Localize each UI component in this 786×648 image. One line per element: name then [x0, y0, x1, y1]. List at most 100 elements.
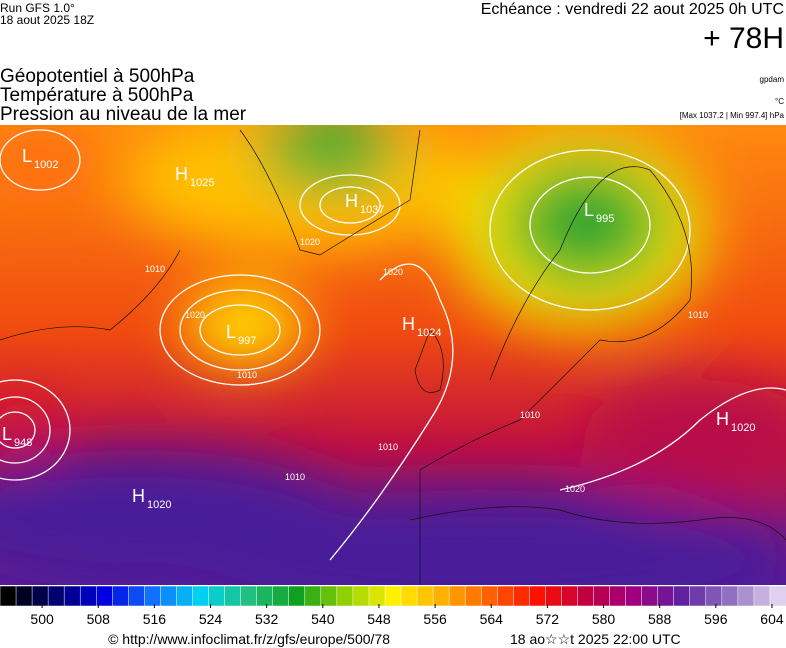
center-kind: H	[402, 314, 415, 334]
colorbar-label: 564	[480, 611, 504, 627]
colorbar-swatch	[432, 585, 450, 607]
colorbar-label: 548	[367, 611, 391, 627]
center-value: 1025	[190, 177, 214, 189]
colorbar-swatch	[256, 585, 274, 607]
field-title: Pression au niveau de la mer	[0, 104, 247, 125]
colorbar-swatch	[673, 585, 691, 607]
colorbar-swatch	[240, 585, 258, 607]
center-value: 1020	[147, 499, 171, 511]
isobar-label: 1020	[185, 310, 205, 320]
colorbar-swatch	[753, 585, 771, 607]
center-value: 948	[14, 437, 32, 449]
colorbar-swatch	[416, 585, 434, 607]
colorbar-swatch	[128, 585, 146, 607]
isobars	[0, 129, 786, 561]
isobar-label: 1010	[237, 370, 257, 380]
colorbar-swatch	[144, 585, 162, 607]
field-title: Géopotentiel à 500hPa	[0, 66, 195, 87]
colorbar-swatch	[0, 585, 17, 607]
center-value: 1024	[417, 327, 441, 339]
colorbar-swatch	[529, 585, 547, 607]
center-kind: L	[22, 146, 32, 166]
colorbar-swatch	[769, 585, 786, 607]
colorbar-label: 604	[760, 611, 784, 627]
colorbar-swatch	[352, 585, 370, 607]
colorbar-label: 572	[536, 611, 560, 627]
colorbar-swatch	[689, 585, 707, 607]
isobar-label: 1010	[520, 410, 540, 420]
colorbar-swatch	[192, 585, 210, 607]
colorbar-swatch	[15, 585, 33, 607]
run: Run GFS 1.0°	[0, 1, 75, 15]
colorbar-swatch	[208, 585, 226, 607]
colorbar-swatch	[160, 585, 178, 607]
colorbar-swatch	[625, 585, 643, 607]
center-kind: L	[2, 424, 12, 444]
center-value: 997	[238, 335, 256, 347]
colorbar-label: 524	[199, 611, 223, 627]
colorbar-swatch	[513, 585, 531, 607]
colorbar-swatch	[47, 585, 65, 607]
center-kind: L	[584, 200, 594, 220]
isobar-label: 1010	[688, 310, 708, 320]
colorbar-swatch	[657, 585, 675, 607]
colorbar-label: 516	[143, 611, 167, 627]
center-kind: H	[716, 409, 729, 429]
field-title: Température à 500hPa	[0, 85, 194, 106]
isobar-label: 1020	[300, 237, 320, 247]
colorbar-swatch	[112, 585, 130, 607]
colorbar-swatch	[448, 585, 466, 607]
colorbar-swatch	[609, 585, 627, 607]
colorbar-swatch	[561, 585, 579, 607]
colorbar-swatch	[224, 585, 242, 607]
colorbar-swatch	[384, 585, 402, 607]
unit: gpdam	[760, 75, 785, 84]
center-kind: H	[132, 486, 145, 506]
colorbar-swatch	[288, 585, 306, 607]
colorbar-label: 540	[311, 611, 335, 627]
colorbar-label: 588	[648, 611, 672, 627]
colorbar-swatch	[31, 585, 49, 607]
colorbar-swatch	[641, 585, 659, 607]
colorbar-swatch	[400, 585, 418, 607]
colorbar-label: 500	[30, 611, 54, 627]
colorbar-swatch	[320, 585, 338, 607]
center-kind: H	[345, 191, 358, 211]
colorbar-label: 580	[592, 611, 616, 627]
colorbar-swatch	[721, 585, 739, 607]
colorbar-swatch	[705, 585, 723, 607]
isobar-label: 1020	[565, 484, 585, 494]
colorbar-swatch	[95, 585, 114, 607]
colorbar-swatch	[593, 585, 611, 607]
colorbar-swatch	[63, 585, 81, 607]
center-value: 995	[596, 213, 614, 225]
center-kind: H	[175, 164, 188, 184]
unit: °C	[775, 97, 784, 106]
colorbar-swatch	[497, 585, 515, 607]
colorbar-swatch	[545, 585, 563, 607]
isobar-label: 1010	[145, 264, 165, 274]
colorbar-label: 556	[423, 611, 447, 627]
lead-time: + 78H	[703, 22, 784, 55]
center-value: 1037	[360, 204, 384, 216]
valid-time: Echéance : vendredi 22 aout 2025 0h UTC	[481, 1, 784, 18]
colorbar-swatch	[304, 585, 322, 607]
colorbar-swatch	[577, 585, 595, 607]
center-value: 1020	[731, 422, 755, 434]
colorbar-swatch	[737, 585, 755, 607]
colorbar-swatch	[79, 585, 97, 607]
colorbar-label: 532	[255, 611, 279, 627]
center-kind: L	[226, 322, 236, 342]
unit: [Max 1037.2 | Min 997.4] hPa	[680, 111, 785, 120]
source: © http://www.infoclimat.fr/z/gfs/europe/…	[108, 631, 390, 647]
colorbar-swatch	[480, 585, 499, 607]
made-time: 18 ao☆☆t 2025 22:00 UTC	[510, 631, 681, 647]
isobar-label: 1010	[378, 442, 398, 452]
center-value: 1002	[34, 159, 58, 171]
colorbar-label: 596	[704, 611, 728, 627]
colorbar-label: 508	[87, 611, 111, 627]
isobar-label: 1010	[285, 472, 305, 482]
coastlines	[0, 129, 786, 585]
colorbar-swatch	[464, 585, 482, 607]
